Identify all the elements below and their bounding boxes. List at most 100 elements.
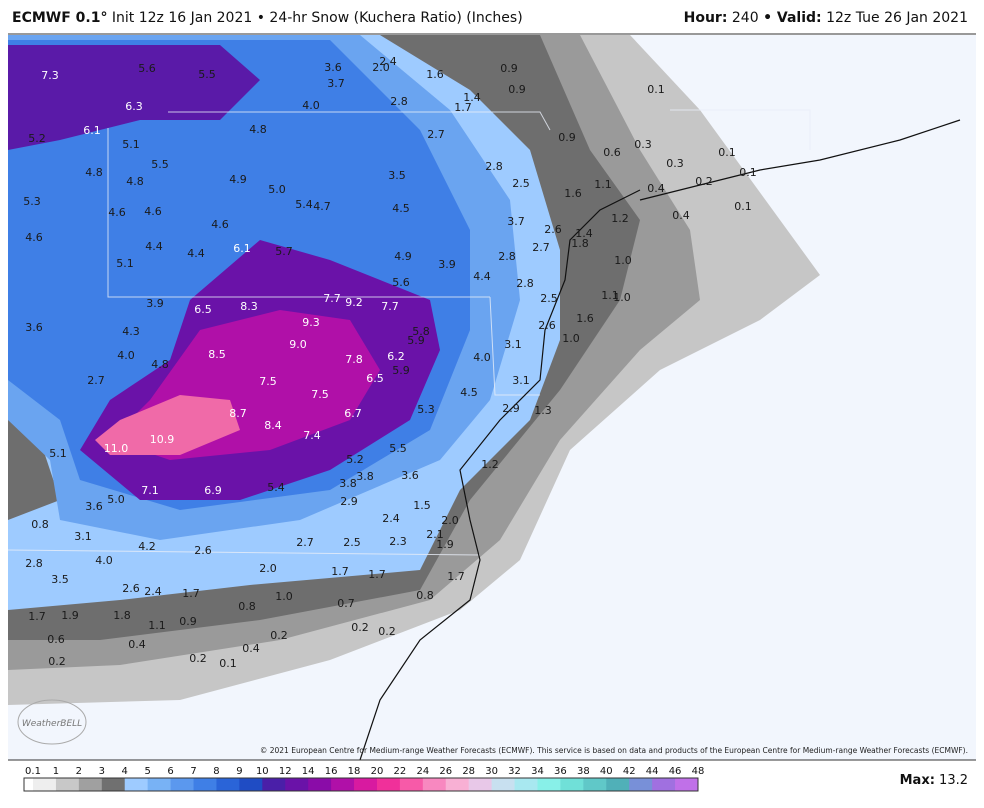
snow-amount-label: 4.5 (392, 202, 410, 215)
snow-amount-label: 4.6 (108, 206, 126, 219)
snow-amount-label: 1.7 (182, 587, 200, 600)
snow-amount-label: 1.7 (454, 101, 472, 114)
header-left: ECMWF 0.1° Init 12z 16 Jan 2021 • 24-hr … (12, 10, 523, 26)
snow-amount-label: 3.6 (25, 321, 43, 334)
coastline (359, 189, 641, 761)
snow-amount-label: 5.1 (122, 138, 140, 151)
snow-amount-label: 0.2 (351, 621, 369, 634)
snow-amount-label: 3.9 (438, 258, 456, 271)
colorbar-label: 28 (462, 766, 475, 777)
snow-amount-label: 7.5 (311, 388, 329, 401)
colorbar-swatch (583, 778, 607, 791)
colorbar-swatch (560, 778, 584, 791)
colorbar-label: 1 (53, 766, 59, 777)
snow-amount-label: 3.6 (401, 469, 419, 482)
snow-amount-label: 1.1 (601, 289, 619, 302)
snow-amount-label: 0.4 (128, 638, 146, 651)
colorbar-label: 32 (508, 766, 521, 777)
snow-amount-label: 2.4 (382, 512, 400, 525)
snow-amount-label: 2.7 (87, 374, 105, 387)
colorbar-swatch (675, 778, 699, 791)
max-text: Max: 13.2 (900, 773, 968, 788)
max-label: Max: (900, 773, 935, 788)
colorbar-swatch (33, 778, 57, 791)
snow-amount-label: 11.0 (104, 442, 129, 455)
snow-amount-label: 5.3 (23, 195, 41, 208)
snow-amount-label: 4.6 (25, 231, 43, 244)
snow-amount-label: 4.8 (151, 358, 169, 371)
colorbar-swatch (239, 778, 263, 791)
snow-amount-label: 5.5 (151, 158, 169, 171)
snow-amount-label: 2.8 (485, 160, 503, 173)
colorbar-label: 6 (167, 766, 173, 777)
snow-amount-label: 0.8 (238, 600, 256, 613)
snow-amount-label: 2.4 (144, 585, 162, 598)
colorbar-label: 7 (190, 766, 196, 777)
max-value: 13.2 (939, 773, 968, 788)
snow-amount-label: 3.5 (51, 573, 69, 586)
colorbar-swatch (262, 778, 286, 791)
snow-amount-label: 5.6 (392, 276, 410, 289)
snow-amount-label: 2.4 (379, 55, 397, 68)
snow-amount-label: 1.7 (447, 570, 465, 583)
snow-amount-label: 2.5 (512, 177, 530, 190)
snow-amount-label: 5.0 (107, 493, 125, 506)
colorbar-label: 18 (348, 766, 361, 777)
snow-amount-label: 0.4 (672, 209, 690, 222)
ny-border (168, 111, 551, 131)
colorbar-label: 16 (325, 766, 338, 777)
snow-amount-label: 3.7 (327, 77, 345, 90)
colorbar-label: 3 (99, 766, 105, 777)
snow-amount-label: 2.3 (389, 535, 407, 548)
snow-amount-label: 0.9 (500, 62, 518, 75)
snow-amount-label: 1.0 (562, 332, 580, 345)
colorbar-swatch (147, 778, 172, 791)
snow-amount-label: 2.6 (122, 582, 140, 595)
snow-amount-label: 8.4 (264, 419, 282, 432)
snow-amount-label: 4.8 (126, 175, 144, 188)
snow-amount-label: 3.6 (85, 500, 103, 513)
snow-amount-label: 2.0 (441, 514, 459, 527)
snow-pink (95, 395, 240, 455)
snow-amount-label: 1.9 (61, 609, 79, 622)
snow-amount-label: 4.4 (187, 247, 205, 260)
colorbar-swatch (285, 778, 309, 791)
snow-amount-label: 1.1 (148, 619, 166, 632)
colorbar-lead (24, 778, 33, 791)
snow-amount-label: 0.1 (219, 657, 237, 670)
long-island-coast (639, 119, 961, 201)
valid: 12z Tue 26 Jan 2021 (826, 10, 968, 26)
snow-amount-label: 0.6 (47, 633, 65, 646)
pa-border (107, 128, 490, 298)
snow-amount-label: 5.9 (407, 334, 425, 347)
snow-amount-label: 4.3 (122, 325, 140, 338)
snow-amount-label: 0.7 (337, 597, 355, 610)
snow-amount-label: 1.4 (575, 227, 593, 240)
snow-amount-label: 1.3 (534, 404, 552, 417)
colorbar-label: 9 (236, 766, 242, 777)
snow-amount-label: 1.2 (611, 212, 629, 225)
snow-amount-label: 5.1 (49, 447, 67, 460)
snow-amount-label: 9.2 (345, 296, 363, 309)
snow-amount-label: 0.6 (603, 146, 621, 159)
map-labels: 7.35.6 5.56.36.15.2 5.14.83.63.74.02.02.41… (23, 55, 757, 670)
colorbar-label: 14 (302, 766, 315, 777)
snow-amount-label: 1.5 (413, 499, 431, 512)
colorbar-label: 30 (485, 766, 498, 777)
snow-amount-label: 5.0 (268, 183, 286, 196)
snow-amount-label: 7.5 (259, 375, 277, 388)
colorbar-swatch (308, 778, 332, 791)
snow-amount-label: 6.3 (125, 100, 143, 113)
state-lines (7, 109, 811, 556)
snow-amount-label: 2.8 (390, 95, 408, 108)
colorbar-swatch (193, 778, 217, 791)
snow-amount-label: 3.8 (339, 477, 357, 490)
snow-amount-label: 5.7 (275, 245, 293, 258)
colorbar-swatch (629, 778, 653, 791)
snow-amount-label: 4.2 (138, 540, 156, 553)
colorbar-swatch (399, 778, 424, 791)
snow-amount-label: 5.4 (295, 198, 313, 211)
snow-amount-label: 8.3 (240, 300, 258, 313)
snow-amount-label: 6.1 (83, 124, 101, 137)
